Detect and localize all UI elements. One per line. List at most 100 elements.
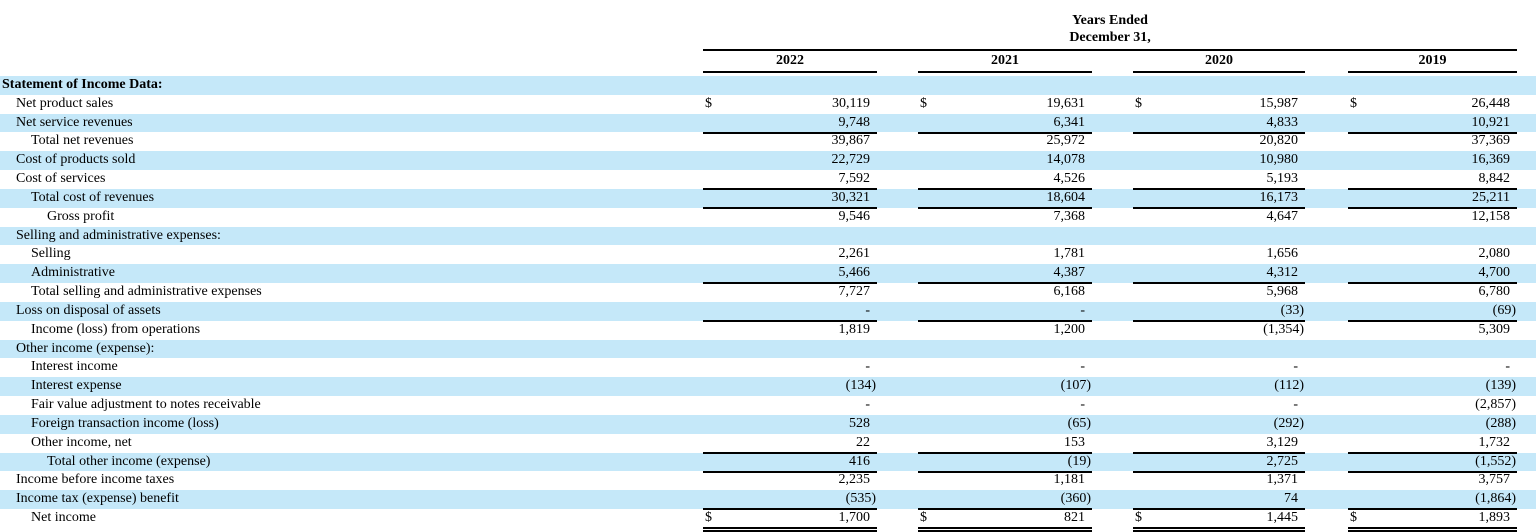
column-gap xyxy=(1092,151,1133,170)
column-gap xyxy=(1305,321,1348,340)
value-cell: 2,080 xyxy=(1348,245,1517,264)
column-gap xyxy=(1092,471,1133,490)
table-row: Total net revenues 39,867 25,972 20,820 37,3… xyxy=(0,132,1536,151)
cell-value: 2,235 xyxy=(838,472,871,488)
cell-value: (65) xyxy=(1067,415,1091,431)
cell-value: 39,867 xyxy=(831,133,871,149)
cell-value: 4,647 xyxy=(1266,208,1299,224)
cell-value: 16,369 xyxy=(1471,152,1511,168)
cell-value: 22,729 xyxy=(831,152,871,168)
cell-value: 1,656 xyxy=(1266,246,1299,262)
value-cell: 416 xyxy=(703,453,877,473)
column-gap xyxy=(1305,415,1348,434)
row-right-margin xyxy=(1517,396,1536,415)
row-right-margin xyxy=(1517,434,1536,454)
table-row: Statement of Income Data: xyxy=(0,76,1536,95)
value-cell: $821 xyxy=(918,509,1092,532)
dollar-sign: $ xyxy=(1350,95,1357,111)
table-row: Selling and administrative expenses: xyxy=(0,226,1536,246)
cell-value: 30,321 xyxy=(831,189,871,205)
column-gap xyxy=(1092,358,1133,377)
value-cell: 1,371 xyxy=(1133,471,1305,490)
column-gap xyxy=(877,302,918,322)
value-cell: 12,158 xyxy=(1348,208,1517,227)
year-header-row: 2022 2021 2020 2019 xyxy=(0,51,1536,73)
cell-value: - xyxy=(1293,359,1298,375)
column-gap xyxy=(877,227,918,246)
cell-value: 4,526 xyxy=(1053,171,1086,187)
column-gap xyxy=(877,321,918,340)
column-gap xyxy=(877,208,918,227)
cell-value: - xyxy=(1080,397,1085,413)
value-cell: - xyxy=(918,302,1092,323)
row-right-margin xyxy=(1517,227,1536,246)
value-cell xyxy=(918,340,1092,359)
cell-value: (134) xyxy=(845,378,876,394)
column-gap xyxy=(1305,340,1348,359)
cell-value: 153 xyxy=(1064,434,1085,450)
row-label: Net income xyxy=(31,510,96,526)
value-cell: 4,387 xyxy=(918,264,1092,285)
year-column-header-2019: 2019 xyxy=(1348,51,1517,73)
cell-value: - xyxy=(865,302,870,318)
column-gap xyxy=(877,471,918,490)
cell-value: 1,181 xyxy=(1053,472,1086,488)
value-cell: $1,893 xyxy=(1348,509,1517,532)
value-cell: 30,321 xyxy=(703,189,877,210)
cell-value: (69) xyxy=(1492,302,1516,318)
column-gap xyxy=(1092,340,1133,359)
value-cell: 20,820 xyxy=(1133,132,1305,151)
cell-value: 15,987 xyxy=(1259,95,1299,111)
cell-value: (1,354) xyxy=(1263,321,1304,337)
column-gap xyxy=(877,264,918,284)
row-label: Other income, net xyxy=(31,434,132,450)
value-cell: 10,921 xyxy=(1348,114,1517,134)
column-gap xyxy=(1305,490,1348,510)
dollar-sign: $ xyxy=(1135,95,1142,111)
value-cell: 9,546 xyxy=(703,208,877,227)
cell-value: 30,119 xyxy=(832,95,870,111)
value-cell: 5,466 xyxy=(703,264,877,285)
column-gap xyxy=(1305,302,1348,322)
table-row: Selling 2,261 1,781 1,656 2,080 xyxy=(0,245,1536,264)
value-cell: (292) xyxy=(1133,415,1305,434)
year-column-header-2022: 2022 xyxy=(703,51,877,73)
value-cell xyxy=(1133,227,1305,246)
row-label: Total net revenues xyxy=(31,133,134,149)
cell-value: 7,368 xyxy=(1053,208,1086,224)
cell-value: 6,168 xyxy=(1053,284,1086,300)
column-gap xyxy=(1092,321,1133,340)
value-cell: (2,857) xyxy=(1348,396,1517,415)
row-label: Income (loss) from operations xyxy=(31,321,201,337)
cell-value: 8,842 xyxy=(1478,171,1511,187)
row-right-margin xyxy=(1517,151,1536,170)
value-cell xyxy=(703,76,877,95)
cell-value: 1,371 xyxy=(1266,472,1299,488)
value-cell: 6,341 xyxy=(918,114,1092,134)
cell-value: (139) xyxy=(1485,378,1516,394)
value-cell: - xyxy=(1133,396,1305,415)
value-cell xyxy=(1348,340,1517,359)
value-cell: 2,235 xyxy=(703,471,877,490)
cell-value: 22 xyxy=(856,434,870,450)
cell-value: 10,921 xyxy=(1471,114,1511,130)
column-gap xyxy=(877,396,918,415)
dollar-sign: $ xyxy=(705,95,712,111)
cell-value: 1,700 xyxy=(838,510,871,526)
cell-value: 4,833 xyxy=(1266,114,1299,130)
value-cell: (1,864) xyxy=(1348,490,1517,511)
value-cell: $15,987 xyxy=(1133,95,1305,114)
value-cell: $19,631 xyxy=(918,95,1092,114)
value-cell: $30,119 xyxy=(703,95,877,114)
dollar-sign: $ xyxy=(1350,510,1357,526)
table-row: Income tax (expense) benefit (535) (360) 74… xyxy=(0,490,1536,511)
cell-value: 6,780 xyxy=(1478,284,1511,300)
value-cell: 14,078 xyxy=(918,151,1092,170)
value-cell: (139) xyxy=(1348,377,1517,396)
table-row: Cost of products sold 22,729 14,078 10,980 1… xyxy=(0,151,1536,171)
column-gap xyxy=(1305,377,1348,396)
table-row: Net income $1,700 $821 $1,445 $1,893 xyxy=(0,509,1536,532)
row-right-margin xyxy=(1517,189,1536,209)
value-cell xyxy=(1133,76,1305,95)
